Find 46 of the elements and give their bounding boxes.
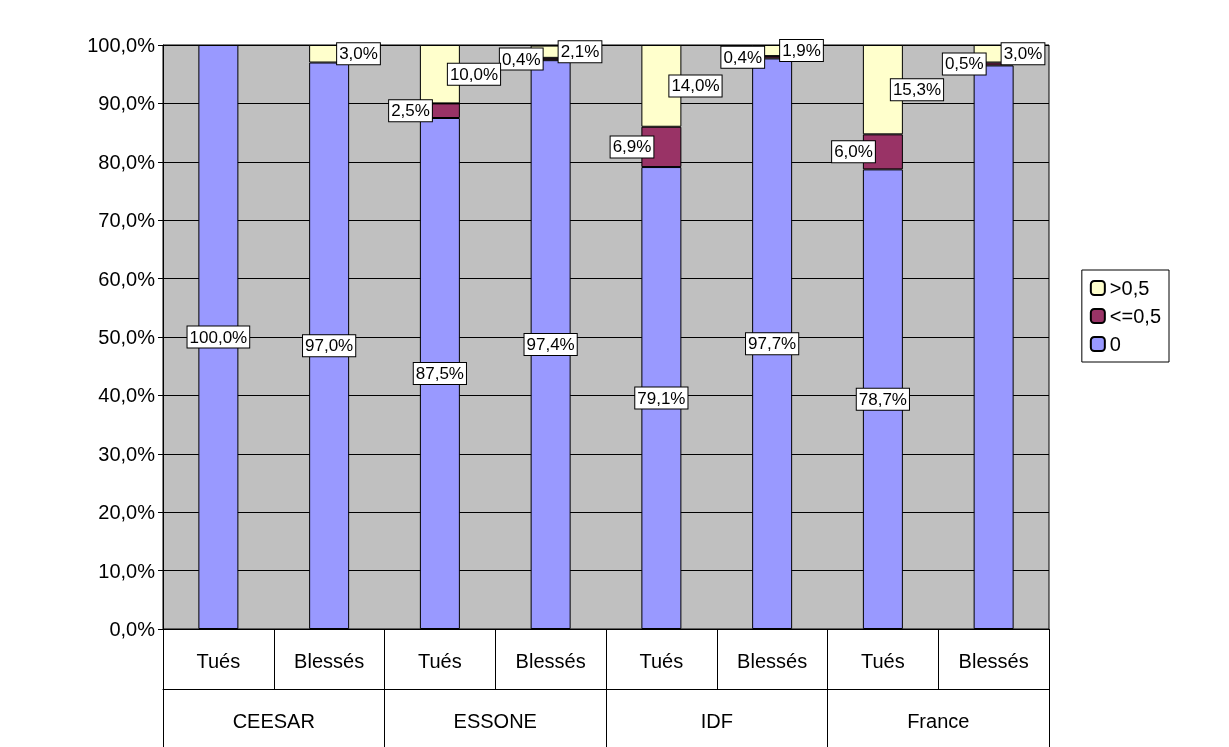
data-label: 2,5%	[391, 101, 430, 121]
data-label: 100,0%	[189, 327, 248, 347]
x-tick-label: Tués	[639, 650, 684, 672]
y-tick-label: 40,0%	[98, 384, 156, 407]
x-tick-label: Tués	[418, 650, 462, 672]
legend-label: <=0,5	[1109, 305, 1162, 327]
data-label: 15,3%	[892, 80, 942, 100]
y-tick-label: 30,0%	[98, 442, 156, 465]
data-label: 3,0%	[1003, 44, 1043, 64]
data-label: 78,7%	[858, 389, 907, 409]
text: IDF	[700, 710, 733, 732]
data-label: 0,5%	[944, 54, 984, 74]
data-label: 3,0%	[339, 44, 378, 64]
data-label: 1,9%	[782, 41, 821, 61]
legend-label: 0	[1109, 333, 1121, 355]
data-label: 2,1%	[560, 42, 600, 62]
data-label: 0,4%	[501, 49, 541, 69]
text: ESSONE	[453, 710, 537, 732]
y-tick-label: 60,0%	[98, 267, 156, 290]
data-label: 14,0%	[671, 76, 720, 96]
data-label: 87,5%	[415, 364, 464, 383]
data-label: 0,4%	[723, 47, 763, 67]
y-tick-label: 80,0%	[98, 150, 156, 173]
text: France	[907, 710, 970, 732]
legend-label: >0,5	[1109, 277, 1150, 299]
y-tick-label: 90,0%	[98, 92, 156, 115]
data-label: 97,4%	[526, 335, 575, 355]
x-tick-label: Blessés	[294, 650, 365, 672]
data-label: 97,7%	[748, 334, 797, 354]
data-label: 10,0%	[449, 64, 499, 84]
y-tick-label: 70,0%	[98, 209, 156, 232]
x-tick-label: Blessés	[958, 650, 1029, 672]
x-tick-label: Blessés	[737, 650, 808, 672]
data-label: 6,0%	[834, 142, 873, 162]
data-label: 79,1%	[637, 388, 686, 408]
y-tick-label: 10,0%	[98, 559, 156, 582]
x-tick-label: Tués	[861, 650, 905, 672]
y-tick-label: 0,0%	[109, 618, 156, 640]
data-label: 97,0%	[305, 336, 354, 356]
x-tick-label: Tués	[196, 650, 241, 672]
x-tick-label: Blessés	[515, 650, 586, 672]
y-tick-label: 20,0%	[98, 501, 156, 524]
y-tick-label: 100,0%	[87, 34, 156, 56]
y-tick-label: 50,0%	[98, 326, 156, 348]
data-label: 6,9%	[612, 137, 652, 157]
text: CEESAR	[232, 710, 315, 732]
